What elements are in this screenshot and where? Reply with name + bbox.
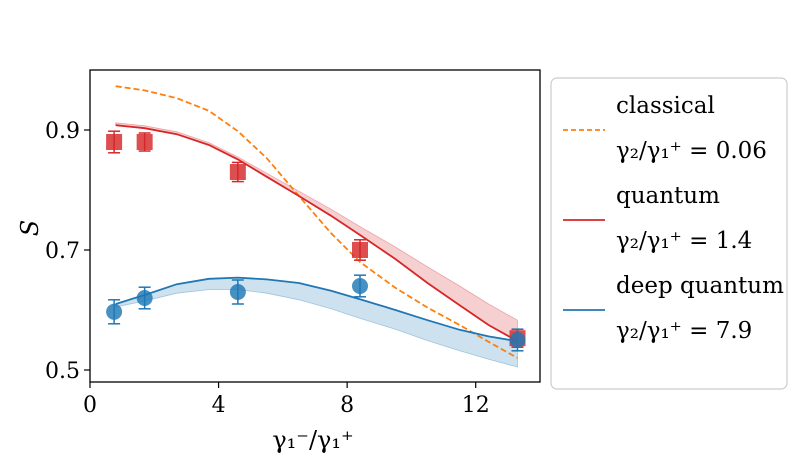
- data-points: [106, 130, 526, 352]
- legend: classical γ₂/γ₁⁺ = 0.06 quantum γ₂/γ₁⁺ =…: [550, 77, 788, 390]
- square-marker: [229, 164, 246, 180]
- y-axis: 0.5 0.7 0.9: [45, 119, 90, 384]
- legend-label-quantum: quantum: [616, 183, 720, 209]
- circle-marker: [106, 303, 123, 320]
- circle-marker: [136, 290, 153, 306]
- circle-point-3: [352, 274, 368, 298]
- y-tick-label-1: 0.7: [45, 239, 80, 264]
- plot-frame: [89, 69, 541, 383]
- series-line-deep-quantum: [115, 276, 518, 343]
- legend-box: [550, 77, 788, 390]
- square-point-0: [106, 130, 123, 154]
- legend-label-deep-quantum: deep quantum: [616, 273, 784, 299]
- y-tick-label-0: 0.5: [45, 359, 80, 384]
- series-lines: [115, 85, 518, 359]
- series-line-quantum: [115, 124, 518, 342]
- square-point-2: [229, 161, 246, 183]
- legend-sub-quantum: γ₂/γ₁⁺ = 1.4: [616, 228, 752, 254]
- square-marker: [352, 242, 368, 258]
- x-tick-label-1: 4: [212, 393, 226, 418]
- circle-marker: [509, 332, 526, 348]
- legend-sub-deep-quantum: γ₂/γ₁⁺ = 7.9: [616, 318, 752, 344]
- circle-point-4: [509, 328, 526, 352]
- legend-label-classical: classical: [616, 93, 715, 119]
- series-line-classical: [115, 85, 518, 359]
- x-tick-label-2: 8: [340, 393, 354, 418]
- square-marker: [106, 134, 123, 150]
- circle-marker: [229, 284, 246, 300]
- x-tick-label-3: 12: [462, 393, 490, 418]
- x-tick-label-0: 0: [83, 393, 97, 418]
- circle-point-1: [136, 286, 153, 310]
- square-point-1: [136, 132, 153, 152]
- square-marker: [136, 134, 153, 150]
- uncertainty-bands: [115, 122, 518, 368]
- square-point-3: [352, 239, 368, 261]
- x-axis: 0 4 8 12: [83, 382, 490, 418]
- y-axis-label: S: [16, 220, 44, 236]
- y-tick-label-2: 0.9: [45, 119, 80, 144]
- legend-sub-classical: γ₂/γ₁⁺ = 0.06: [616, 138, 767, 164]
- circle-point-2: [229, 279, 246, 305]
- x-axis-label: γ₁⁻/γ₁⁺: [272, 426, 353, 454]
- circle-marker: [352, 278, 368, 294]
- circle-point-0: [106, 299, 123, 325]
- svg-text:γ₁⁻/γ₁⁺: γ₁⁻/γ₁⁺: [272, 426, 353, 454]
- band-quantum: [115, 122, 518, 342]
